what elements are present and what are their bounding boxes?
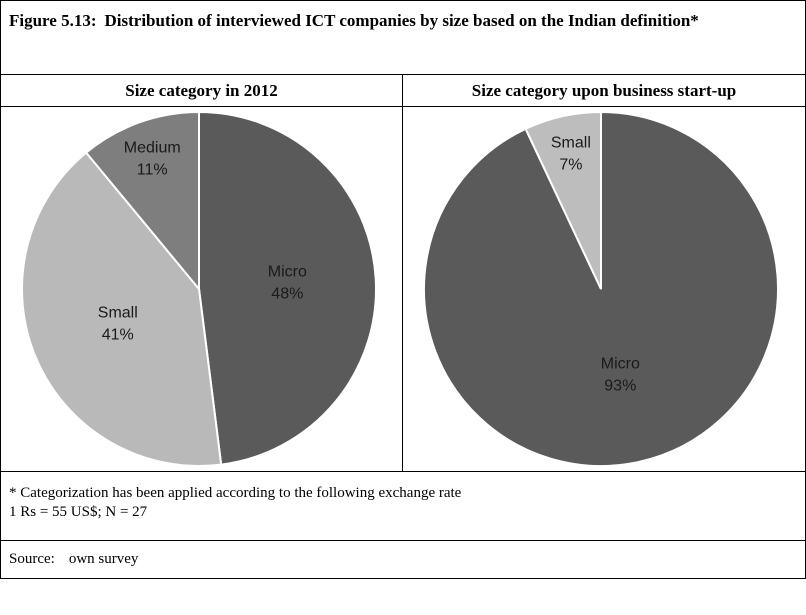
- slice-value-label: 41%: [102, 326, 134, 343]
- pie-slice: [21, 151, 223, 467]
- figure-label: Figure 5.13:: [9, 11, 97, 30]
- pie-slice: [198, 110, 377, 466]
- source-row: Source: own survey: [1, 541, 805, 578]
- chart-title: Size category in 2012: [1, 75, 403, 106]
- figure-title: Distribution of interviewed ICT companie…: [104, 11, 699, 30]
- header-row: Size category in 2012 Size category upon…: [1, 75, 805, 107]
- pie-cell: Micro 93% Small 7%: [403, 107, 805, 471]
- figure: Figure 5.13: Distribution of interviewed…: [0, 0, 806, 579]
- note-line: * Categorization has been applied accord…: [9, 485, 462, 501]
- slice-label: Micro: [601, 356, 640, 373]
- slice-label: Micro: [268, 264, 307, 281]
- slice-label: Small: [98, 304, 138, 321]
- note-row: * Categorization has been applied accord…: [1, 472, 805, 541]
- source-label: Source:: [9, 551, 55, 567]
- pie-slice: [524, 110, 602, 290]
- slice-label: Small: [551, 134, 591, 151]
- chart-title: Size category upon business start-up: [471, 81, 737, 100]
- pie-chart: Micro 93% Small 7%: [423, 110, 779, 467]
- pie-chart: Micro 48% Small 41% Medium 11%: [21, 110, 377, 467]
- pie-cell: Micro 48% Small 41% Medium 11%: [1, 107, 403, 471]
- pie-slice: [423, 110, 779, 467]
- slice-value-label: 11%: [137, 161, 168, 178]
- note-line: 1 Rs = 55 US$; N = 27: [9, 504, 148, 520]
- title-row: Figure 5.13: Distribution of interviewed…: [1, 1, 805, 75]
- slice-value-label: 48%: [271, 286, 303, 303]
- slice-value-label: 7%: [559, 156, 582, 173]
- pie-slice: [84, 110, 200, 292]
- slice-label: Medium: [124, 139, 181, 156]
- source: own survey: [68, 551, 139, 567]
- slice-value-label: 93%: [604, 378, 636, 395]
- pie-row: Micro 48% Small 41% Medium 11% Micro 93% Small 7…: [1, 107, 805, 472]
